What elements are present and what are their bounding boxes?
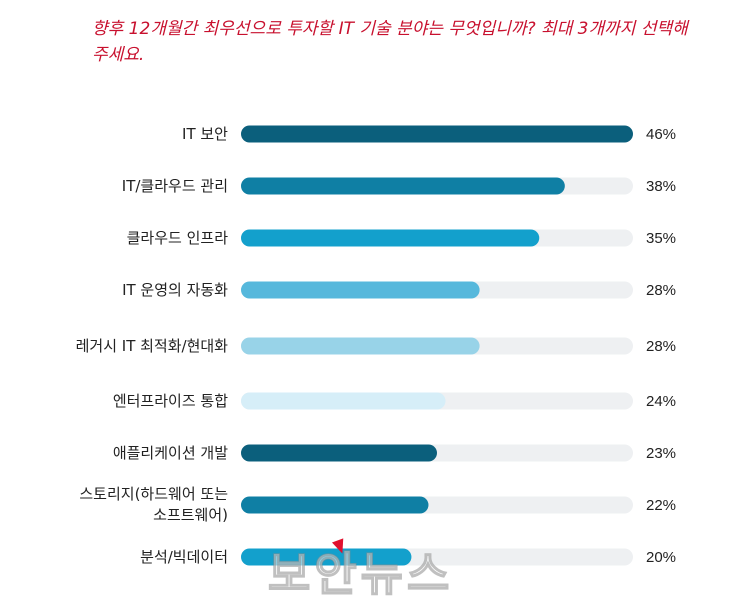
- bar: [241, 281, 480, 299]
- value-label: 35%: [646, 230, 676, 247]
- value-label: 28%: [646, 282, 676, 299]
- category-label: IT/클라우드 관리: [122, 177, 228, 195]
- value-label: 23%: [646, 445, 676, 462]
- bar: [241, 337, 480, 355]
- bar: [241, 444, 437, 462]
- category-label: 클라우드 인프라: [127, 229, 229, 247]
- bar: [241, 496, 429, 514]
- value-label: 20%: [646, 549, 676, 566]
- category-label: 스토리지(하드웨어 또는: [79, 485, 228, 503]
- bar: [241, 125, 633, 143]
- bar: [241, 548, 412, 566]
- value-label: 38%: [646, 178, 676, 195]
- value-label: 24%: [646, 393, 676, 410]
- survey-question: 향후 12개월간 최우선으로 투자할 IT 기술 분야는 무엇입니까? 최대 3…: [92, 19, 688, 65]
- category-label: IT 보안: [182, 125, 228, 143]
- value-label: 28%: [646, 338, 676, 355]
- category-label: 애플리케이션 개발: [113, 444, 228, 462]
- bar: [241, 177, 565, 195]
- category-label: 레거시 IT 최적화/현대화: [76, 337, 229, 355]
- bar: [241, 392, 446, 410]
- category-label: IT 운영의 자동화: [122, 281, 228, 299]
- value-label: 46%: [646, 126, 676, 143]
- value-label: 22%: [646, 497, 676, 514]
- category-label: 엔터프라이즈 통합: [113, 392, 228, 410]
- category-label: 분석/빅데이터: [140, 548, 228, 566]
- category-label: 소프트웨어): [153, 506, 228, 524]
- bar: [241, 229, 540, 247]
